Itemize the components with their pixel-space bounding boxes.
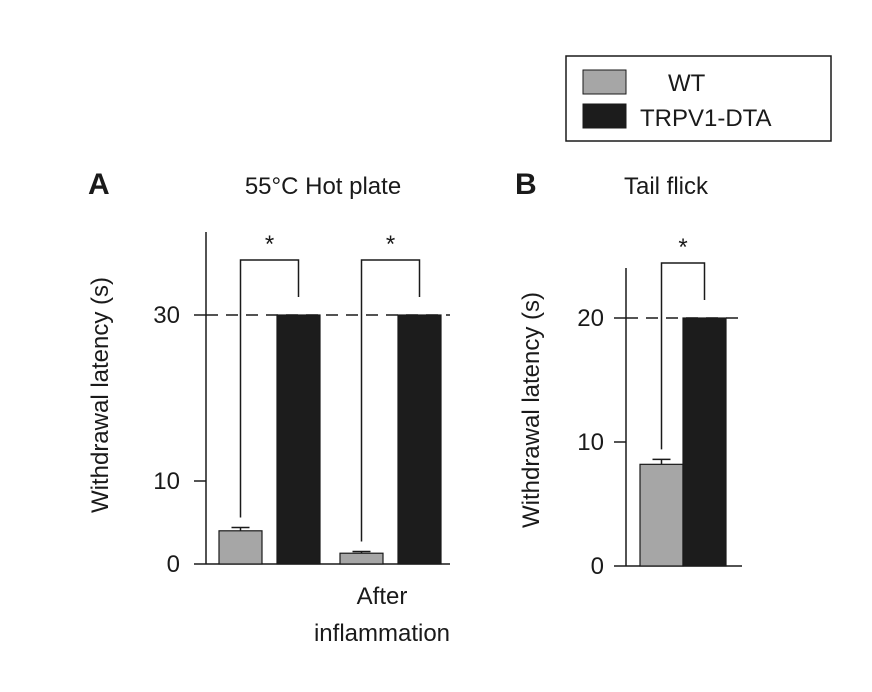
significance-star: *: [386, 231, 395, 258]
significance-star: *: [678, 234, 687, 261]
legend-label-wt: WT: [668, 70, 706, 97]
significance-bracket: [239, 259, 300, 518]
y-tick-label: 30: [153, 302, 180, 329]
x-category-label-line2: inflammation: [314, 620, 450, 647]
y-tick-label: 0: [167, 551, 180, 578]
x-category-label-line1: After: [357, 583, 408, 610]
panel-title-b: Tail flick: [624, 173, 709, 200]
y-axis-title-b: Withdrawal latency (s): [518, 292, 545, 528]
bars-b: [639, 317, 727, 567]
y-tick-label: 10: [153, 468, 180, 495]
bar-wt-0: [639, 463, 684, 567]
y-ticks-b: 0 10 20: [577, 305, 626, 580]
bar-trpv1-dta-0: [682, 317, 727, 567]
panel-a: A 55°C Hot plate Withdrawal latency (s) …: [87, 168, 450, 647]
y-tick-label: 10: [577, 429, 604, 456]
y-tick-label: 20: [577, 305, 604, 332]
panel-letter-b: B: [515, 168, 537, 201]
significance-star: *: [265, 231, 274, 258]
legend-swatch-trpv1-dta: [582, 103, 627, 129]
significance-bracket: [660, 262, 706, 450]
y-axis-title-a: Withdrawal latency (s): [87, 277, 114, 513]
panel-letter-a: A: [88, 168, 110, 201]
significance-bracket: [360, 259, 421, 542]
y-ticks-a: 0 10 30: [153, 302, 206, 578]
significance-b: *: [660, 234, 706, 450]
panel-b: B Tail flick Withdrawal latency (s) 0 10 2…: [515, 168, 742, 580]
significance-a: * *: [239, 231, 421, 542]
panel-title-a: 55°C Hot plate: [245, 173, 401, 200]
bar-wt-1: [339, 552, 384, 565]
legend-swatch-wt: [582, 69, 627, 95]
bar-trpv1-dta-1: [397, 314, 442, 565]
bars-a: [218, 314, 442, 565]
y-tick-label: 0: [591, 553, 604, 580]
bar-wt-0: [218, 530, 263, 565]
legend-label-trpv1-dta: TRPV1-DTA: [640, 105, 772, 132]
legend: WT TRPV1-DTA: [565, 55, 832, 142]
bar-trpv1-dta-0: [276, 314, 321, 565]
